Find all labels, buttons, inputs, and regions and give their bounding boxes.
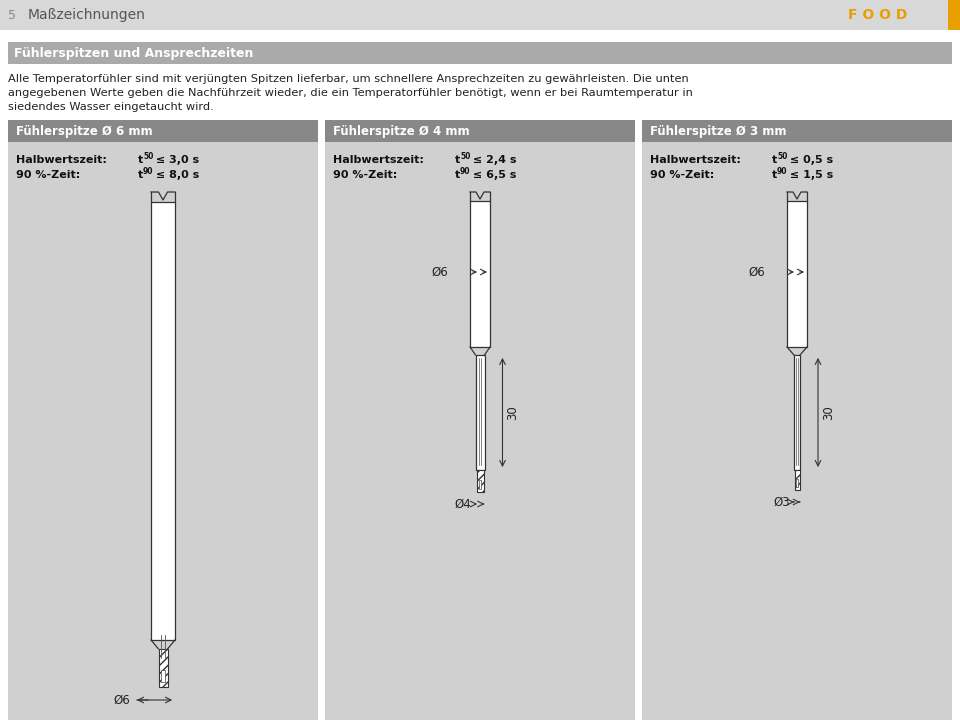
Text: Fühlerspitze Ø 6 mm: Fühlerspitze Ø 6 mm [16,125,153,138]
Text: 90: 90 [143,167,154,176]
Text: 90 %-Zeit:: 90 %-Zeit: [16,170,81,180]
Text: Ø6: Ø6 [113,694,130,706]
Bar [794,355,800,470]
Text: ≤ 6,5 s: ≤ 6,5 s [469,170,516,180]
Text: angegebenen Werte geben die Nachführzeit wieder, die ein Temperatorfühler benöti: angegebenen Werte geben die Nachführzeit… [8,88,693,98]
Text: ≤ 8,0 s: ≤ 8,0 s [152,170,200,180]
Bar [8,120,318,142]
Bar [151,202,175,640]
Bar [475,355,485,470]
Bar [325,120,635,720]
Text: ≤ 1,5 s: ≤ 1,5 s [786,170,833,180]
Bar [479,480,481,489]
Text: ≤ 2,4 s: ≤ 2,4 s [469,155,516,165]
Text: 50: 50 [777,152,787,161]
Bar [8,42,952,64]
Text: 90: 90 [460,167,470,176]
Text: t: t [455,170,460,180]
Text: ≤ 3,0 s: ≤ 3,0 s [152,155,199,165]
Text: t: t [455,155,460,165]
Text: Fühlerspitze Ø 4 mm: Fühlerspitze Ø 4 mm [333,125,469,138]
Text: t: t [138,155,143,165]
Text: Ø4: Ø4 [455,497,471,510]
Bar [948,0,960,30]
Text: Halbwertszeit:: Halbwertszeit: [333,155,424,165]
Text: Maßzeichnungen: Maßzeichnungen [28,8,146,22]
Bar [470,201,490,347]
Text: t: t [772,155,778,165]
Bar [161,670,165,682]
Text: Fühlerspitzen und Ansprechzeiten: Fühlerspitzen und Ansprechzeiten [14,46,253,59]
Text: 30: 30 [507,405,519,420]
Bar [796,479,798,487]
Text: Fühlerspitze Ø 3 mm: Fühlerspitze Ø 3 mm [650,125,786,138]
Text: ≤ 0,5 s: ≤ 0,5 s [786,155,833,165]
Text: siedendes Wasser eingetaucht wird.: siedendes Wasser eingetaucht wird. [8,102,214,112]
Text: 50: 50 [460,152,470,161]
Bar [787,201,807,347]
Bar [642,120,952,142]
Bar [8,120,318,720]
Bar [0,0,960,30]
Text: F O O D: F O O D [849,8,908,22]
Text: Ø3: Ø3 [774,495,790,508]
Text: 90: 90 [777,167,787,176]
Text: Alle Temperatorfühler sind mit verjüngten Spitzen lieferbar, um schnellere Anspr: Alle Temperatorfühler sind mit verjüngte… [8,74,688,84]
Text: Ø6: Ø6 [748,265,765,278]
Bar [325,120,635,142]
Bar [476,470,484,492]
Text: 5: 5 [8,9,16,22]
Bar [158,649,167,687]
Bar [642,120,952,720]
Text: t: t [772,170,778,180]
Text: 30: 30 [822,405,835,420]
Text: Ø6: Ø6 [431,265,448,278]
Bar [795,470,800,490]
Text: 50: 50 [143,152,154,161]
Text: Halbwertszeit:: Halbwertszeit: [650,155,741,165]
Text: Halbwertszeit:: Halbwertszeit: [16,155,107,165]
Text: t: t [138,170,143,180]
Text: 90 %-Zeit:: 90 %-Zeit: [333,170,397,180]
Text: 90 %-Zeit:: 90 %-Zeit: [650,170,714,180]
